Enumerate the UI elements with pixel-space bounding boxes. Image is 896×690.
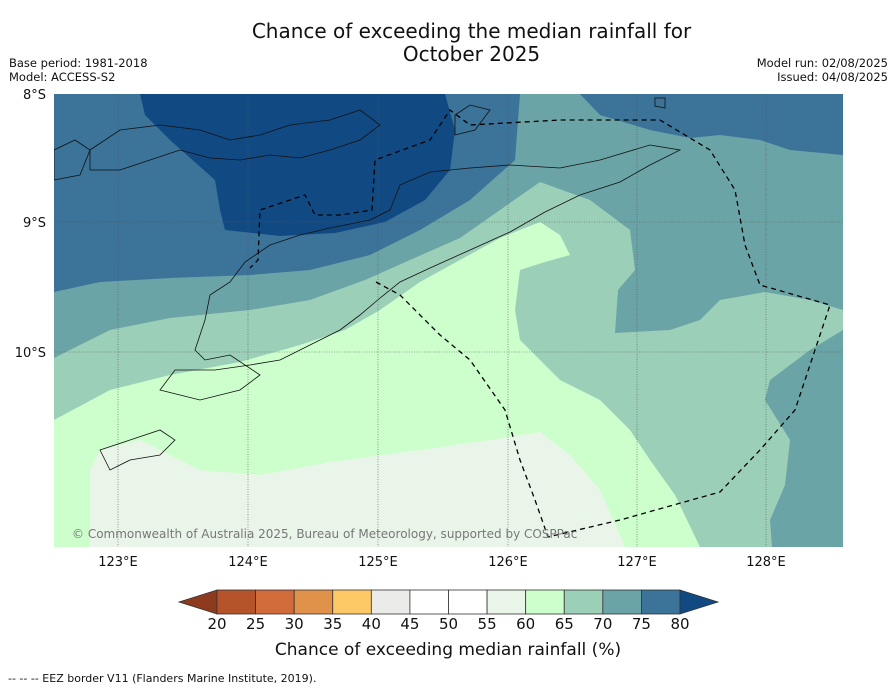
lon-tick: 125°E bbox=[358, 555, 398, 570]
colorbar-tick-label: 25 bbox=[246, 615, 266, 633]
lat-tick: 9°S bbox=[23, 216, 46, 231]
colorbar-tick-label: 80 bbox=[670, 615, 690, 633]
title-line-2: October 2025 bbox=[402, 42, 541, 66]
colorbar-swatch bbox=[563, 589, 604, 615]
lon-tick: 124°E bbox=[228, 555, 268, 570]
colorbar-tick-label: 75 bbox=[631, 615, 651, 633]
lon-tick: 123°E bbox=[98, 555, 138, 570]
colorbar-swatch bbox=[525, 589, 565, 615]
colorbar-swatch bbox=[409, 589, 449, 615]
colorbar-swatch bbox=[602, 589, 642, 615]
lat-tick: 8°S bbox=[23, 88, 46, 103]
colorbar-swatch bbox=[448, 589, 488, 615]
issued-date: Issued: 04/08/2025 bbox=[777, 70, 888, 84]
colorbar-swatch bbox=[332, 589, 372, 615]
band-80-plus bbox=[140, 94, 455, 236]
colorbar-tick-label: 50 bbox=[438, 615, 459, 633]
colorbar-tick-label: 60 bbox=[516, 615, 536, 633]
colorbar-swatch bbox=[486, 589, 527, 615]
colorbar-tick-label: 40 bbox=[361, 615, 381, 633]
eez-border bbox=[249, 109, 831, 538]
model-name: Model: ACCESS-S2 bbox=[9, 70, 116, 84]
lon-tick-labels: 123°E 124°E 125°E 126°E 127°E 128°E bbox=[98, 555, 786, 570]
title-line-1: Chance of exceeding the median rainfall … bbox=[251, 19, 692, 43]
band-75-80-east bbox=[580, 94, 843, 155]
meta-left: Base period: 1981-2018 Model: ACCESS-S2 bbox=[9, 56, 148, 84]
colorbar-tick-label: 70 bbox=[593, 615, 613, 633]
band-55-60 bbox=[90, 432, 625, 547]
colorbar-extend-low bbox=[177, 589, 218, 615]
colorbar-tick-label: 65 bbox=[554, 615, 574, 633]
band-70-75-east bbox=[765, 330, 843, 547]
base-period: Base period: 1981-2018 bbox=[9, 56, 148, 70]
colorbar-extend-high bbox=[679, 589, 720, 615]
colorbar-tick-label: 20 bbox=[207, 615, 227, 633]
graticule bbox=[54, 94, 843, 547]
colorbar-tick-label: 55 bbox=[477, 615, 497, 633]
eez-footnote: -- -- -- EEZ border V11 (Flanders Marine… bbox=[8, 672, 317, 685]
copyright-text: © Commonwealth of Australia 2025, Bureau… bbox=[72, 527, 577, 541]
lon-tick: 127°E bbox=[617, 555, 657, 570]
colorbar-tick-label: 30 bbox=[284, 615, 304, 633]
lon-tick: 126°E bbox=[488, 555, 528, 570]
colorbar-swatch bbox=[293, 589, 334, 615]
probability-map bbox=[54, 94, 843, 547]
colorbar-swatch bbox=[255, 589, 295, 615]
coastline bbox=[54, 97, 682, 471]
colorbar bbox=[177, 589, 720, 615]
colorbar-swatch bbox=[641, 589, 681, 615]
lat-tick-labels: 8°S 9°S 10°S bbox=[15, 88, 46, 361]
model-run: Model run: 02/08/2025 bbox=[756, 56, 888, 70]
colorbar-swatch bbox=[370, 589, 411, 615]
colorbar-label: Chance of exceeding median rainfall (%) bbox=[274, 640, 622, 660]
lon-tick: 128°E bbox=[746, 555, 786, 570]
colorbar-tick-label: 35 bbox=[323, 615, 343, 633]
meta-right: Model run: 02/08/2025 Issued: 04/08/2025 bbox=[757, 56, 888, 84]
colorbar-tick-label: 45 bbox=[400, 615, 420, 633]
colorbar-swatch bbox=[216, 589, 256, 615]
map-title: Chance of exceeding the median rainfall … bbox=[0, 20, 896, 66]
lat-tick: 10°S bbox=[15, 346, 46, 361]
